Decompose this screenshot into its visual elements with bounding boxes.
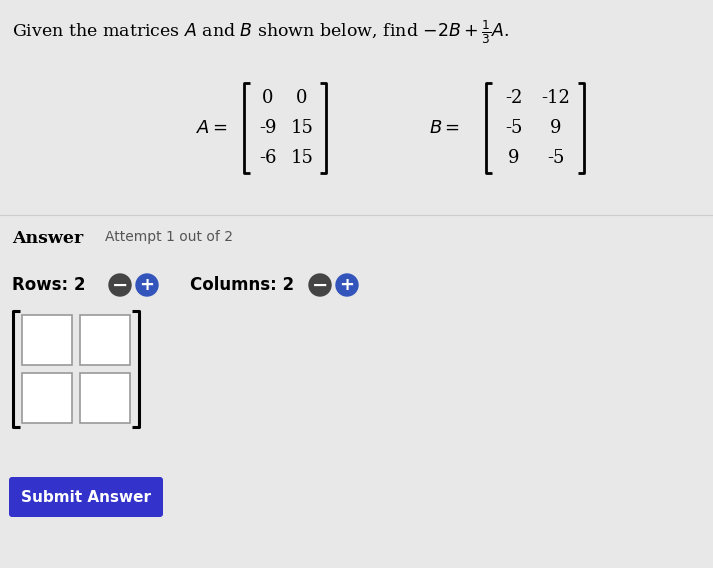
Text: -12: -12 — [542, 89, 570, 107]
Text: -9: -9 — [260, 119, 277, 137]
Text: $B=$: $B=$ — [429, 119, 460, 137]
Text: -5: -5 — [548, 149, 565, 167]
Text: $A=$: $A=$ — [196, 119, 228, 137]
Text: +: + — [140, 276, 155, 294]
Text: 9: 9 — [508, 149, 520, 167]
Text: 15: 15 — [291, 119, 314, 137]
Text: 0: 0 — [262, 89, 274, 107]
Text: -6: -6 — [260, 149, 277, 167]
Text: −: − — [312, 275, 328, 294]
Text: -2: -2 — [506, 89, 523, 107]
FancyBboxPatch shape — [22, 373, 72, 423]
Text: 9: 9 — [550, 119, 562, 137]
Text: Answer: Answer — [12, 230, 83, 247]
Text: Rows: 2: Rows: 2 — [12, 276, 86, 294]
Text: -5: -5 — [506, 119, 523, 137]
FancyBboxPatch shape — [80, 373, 130, 423]
Text: Columns: 2: Columns: 2 — [190, 276, 294, 294]
FancyBboxPatch shape — [9, 477, 163, 517]
Circle shape — [336, 274, 358, 296]
Text: Attempt 1 out of 2: Attempt 1 out of 2 — [105, 230, 233, 244]
Text: −: − — [112, 275, 128, 294]
Text: +: + — [339, 276, 354, 294]
Circle shape — [309, 274, 331, 296]
FancyBboxPatch shape — [22, 315, 72, 365]
Circle shape — [109, 274, 131, 296]
Text: 15: 15 — [291, 149, 314, 167]
Text: 0: 0 — [296, 89, 308, 107]
Circle shape — [136, 274, 158, 296]
Text: Submit Answer: Submit Answer — [21, 490, 151, 504]
Text: Given the matrices $A$ and $B$ shown below, find $-2B + \frac{1}{3}A$.: Given the matrices $A$ and $B$ shown bel… — [12, 18, 509, 45]
FancyBboxPatch shape — [80, 315, 130, 365]
